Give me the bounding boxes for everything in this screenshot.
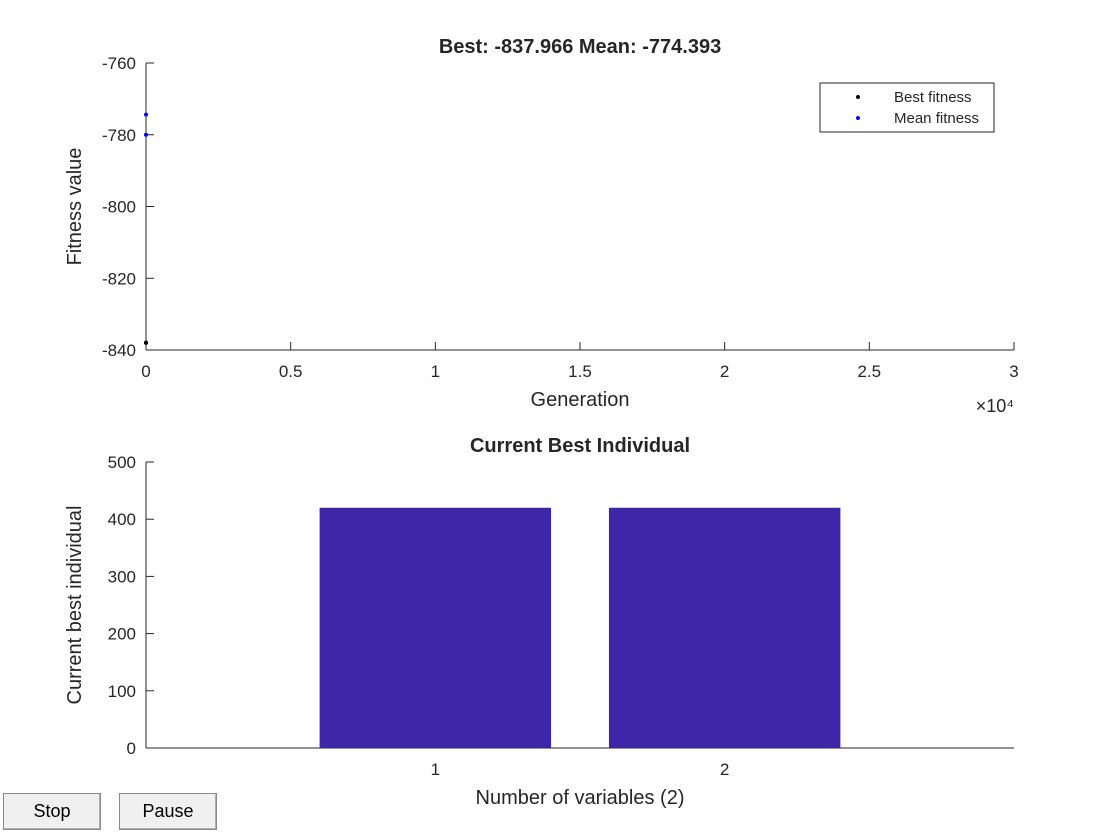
x-axis-label: Generation: [531, 389, 630, 411]
y-tick-label: 200: [108, 625, 136, 644]
y-tick-label: -780: [102, 126, 136, 145]
x-axis-label: Number of variables (2): [476, 787, 685, 809]
y-tick-label: 100: [108, 682, 136, 701]
y-tick-label: 500: [108, 453, 136, 472]
bar: [608, 507, 841, 748]
chart-title: Best: -837.966 Mean: -774.393: [439, 36, 721, 58]
y-tick-label: 300: [108, 567, 136, 586]
y-tick-label: -800: [102, 198, 136, 217]
data-point: [144, 112, 149, 117]
y-tick-label: -820: [102, 269, 136, 288]
pause-button[interactable]: Pause: [119, 793, 217, 830]
bar: [319, 507, 552, 748]
x-tick-label: 2: [720, 362, 729, 381]
x-tick-label: 0.5: [279, 362, 303, 381]
legend-label: Best fitness: [894, 89, 972, 106]
y-tick-label: -840: [102, 341, 136, 360]
x-tick-label: 2.5: [858, 362, 882, 381]
legend-marker: [856, 95, 860, 99]
data-point: [144, 340, 149, 345]
data-point: [144, 132, 148, 137]
x-tick-label: 1.5: [568, 362, 592, 381]
x-tick-label: 1: [431, 362, 440, 381]
y-axis-label: Current best individual: [64, 506, 86, 705]
stop-button[interactable]: Stop: [3, 793, 101, 830]
x-tick-label: 3: [1009, 362, 1018, 381]
y-tick-label: -760: [102, 54, 136, 73]
x-tick-label: 0: [141, 362, 150, 381]
chart-title: Current Best Individual: [470, 435, 690, 457]
x-tick-label: 1: [431, 760, 440, 779]
legend-label: Mean fitness: [894, 110, 979, 127]
y-tick-label: 0: [127, 739, 136, 758]
x-multiplier: ×10⁴: [976, 396, 1014, 416]
y-tick-label: 400: [108, 510, 136, 529]
legend-box: [819, 82, 995, 133]
y-axis-label: Fitness value: [64, 148, 86, 266]
legend-marker: [856, 116, 860, 120]
x-tick-label: 2: [720, 760, 729, 779]
